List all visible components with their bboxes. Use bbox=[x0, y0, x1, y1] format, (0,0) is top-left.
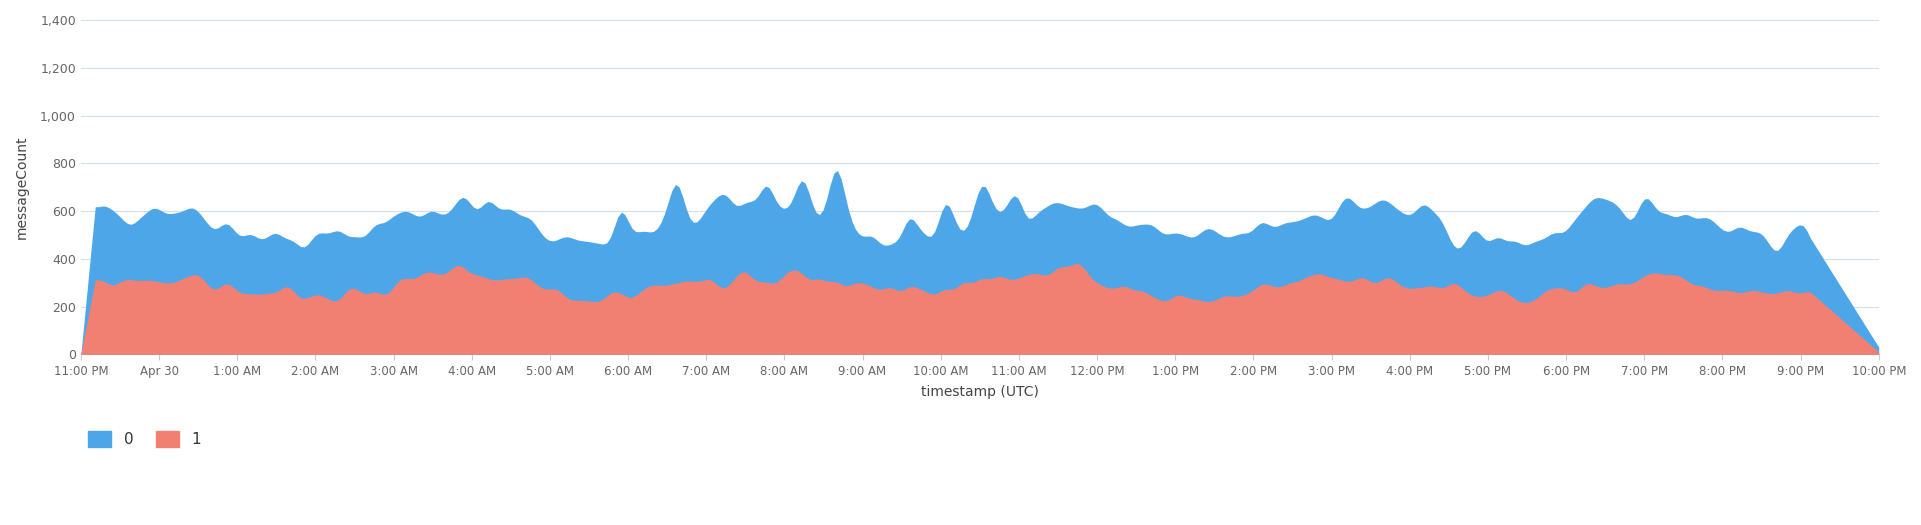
Y-axis label: messageCount: messageCount bbox=[15, 135, 29, 239]
X-axis label: timestamp (UTC): timestamp (UTC) bbox=[920, 385, 1039, 398]
Legend: 0, 1: 0, 1 bbox=[88, 431, 202, 447]
